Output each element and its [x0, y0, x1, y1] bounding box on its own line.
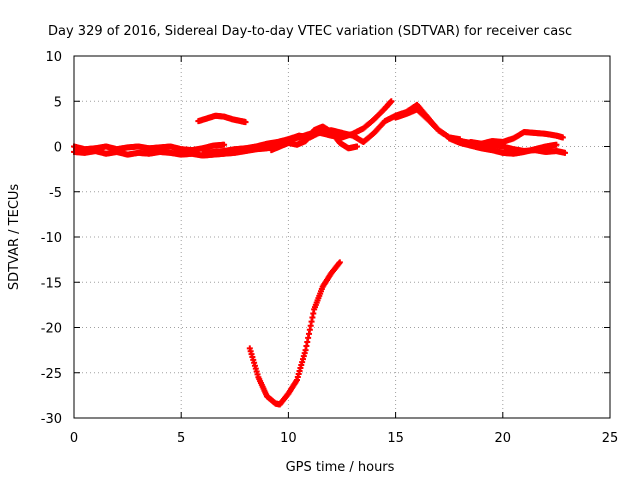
x-tick-label: 25 [602, 431, 619, 446]
data-series [71, 98, 568, 408]
x-axis-label: GPS time / hours [286, 460, 395, 475]
series-arc-7 [246, 259, 343, 408]
y-axis-label: SDTVAR / TECUs [7, 184, 22, 291]
y-tick-label: 10 [45, 50, 62, 65]
chart-title: Day 329 of 2016, Sidereal Day-to-day VTE… [48, 24, 572, 39]
y-tick-label: -25 [41, 367, 62, 382]
data-point [388, 98, 395, 105]
series-arc-10 [446, 135, 560, 157]
series-arc-2 [71, 141, 228, 154]
x-tick-label: 0 [70, 431, 78, 446]
data-point [561, 149, 568, 156]
y-tick-label: -10 [41, 231, 62, 246]
x-tick-label: 5 [177, 431, 185, 446]
series-arc-3 [195, 112, 249, 126]
axis-ticks: 0 5 10 15 20 25 10 5 0 -5 -10 -15 -20 -25 -30 [41, 50, 619, 446]
series-arc-4 [199, 98, 395, 157]
x-tick-label: 15 [387, 431, 404, 446]
data-point [336, 259, 343, 266]
plot-frame [73, 55, 611, 419]
y-tick-label: 5 [54, 95, 62, 110]
y-tick-label: -30 [41, 412, 62, 427]
data-point [242, 119, 249, 126]
x-tick-label: 10 [280, 431, 297, 446]
y-tick-label: -20 [41, 322, 62, 337]
y-tick-label: -5 [49, 186, 62, 201]
y-tick-label: -15 [41, 276, 62, 291]
data-point [354, 143, 361, 150]
data-point [553, 141, 560, 148]
grid-lines [74, 56, 610, 418]
data-point [559, 134, 566, 141]
x-tick-label: 20 [495, 431, 512, 446]
y-tick-label: 0 [54, 141, 62, 156]
data-point [221, 141, 228, 148]
series-arc-6 [268, 123, 361, 154]
